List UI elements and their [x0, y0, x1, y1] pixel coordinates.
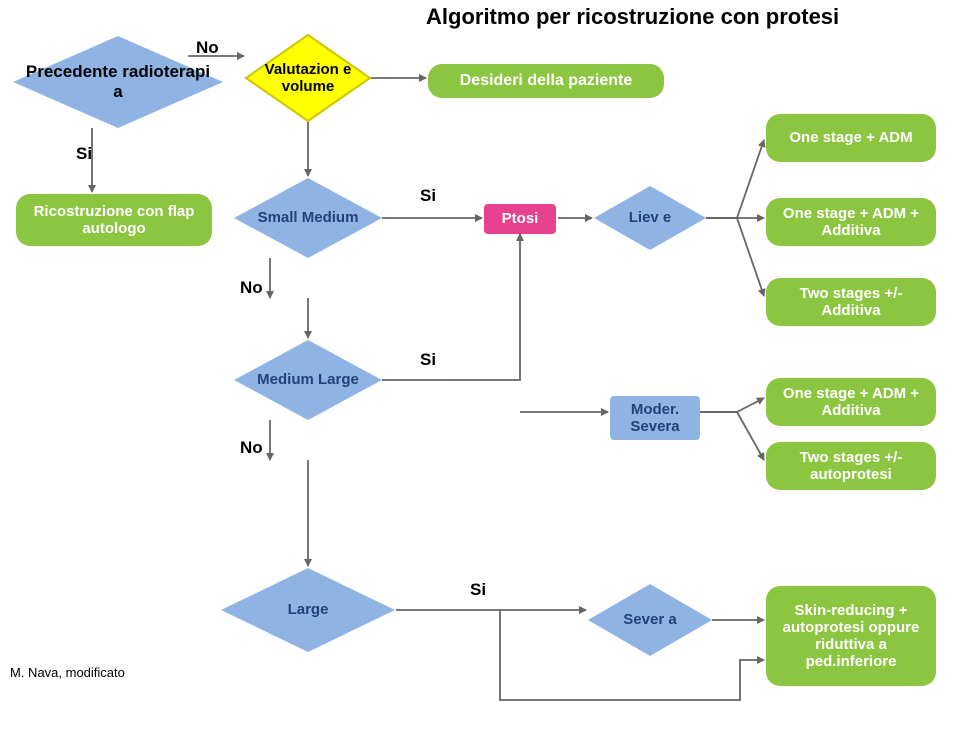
node-small-medium: Small Medium [234, 178, 382, 258]
node-skin-reducing: Skin-reducing + autoprotesi oppure ridut… [766, 586, 936, 686]
node-ptosi: Ptosi [484, 204, 556, 234]
edge-label-si-3: Si [420, 350, 436, 370]
edge-label-no-1: No [196, 38, 219, 58]
node-ricostruzione: Ricostruzione con flap autologo [16, 194, 212, 246]
edge-label-no-2: No [240, 278, 263, 298]
node-one-stage-adm-additiva-1: One stage + ADM + Additiva [766, 198, 936, 246]
edge-label-si-2: Si [420, 186, 436, 206]
node-desideri: Desideri della paziente [428, 64, 664, 98]
node-one-stage-adm-additiva-2: One stage + ADM + Additiva [766, 378, 936, 426]
node-one-stage-adm: One stage + ADM [766, 114, 936, 162]
node-severa-diamond: Sever a [588, 584, 712, 656]
credit-text: M. Nava, modificato [10, 665, 125, 680]
node-precedente: Precedente radioterapi a [13, 36, 223, 128]
edge-label-no-3: No [240, 438, 263, 458]
node-lieve: Liev e [594, 186, 706, 250]
node-moder-severa: Moder. Severa [610, 396, 700, 440]
node-two-stages-additiva: Two stages +/- Additiva [766, 278, 936, 326]
node-two-stages-autoprotesi: Two stages +/- autoprotesi [766, 442, 936, 490]
node-large: Large [221, 568, 395, 652]
node-medium-large: Medium Large [234, 340, 382, 420]
page-title: Algoritmo per ricostruzione con protesi [426, 4, 839, 30]
node-valutazione: Valutazion e volume [246, 35, 370, 121]
edge-label-si-1: Si [76, 144, 92, 164]
edge-label-si-4: Si [470, 580, 486, 600]
